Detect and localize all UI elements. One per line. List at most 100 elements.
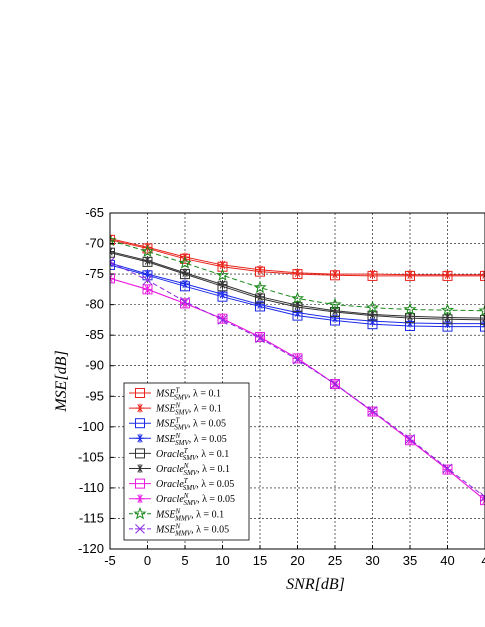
pentagram-marker	[440, 303, 455, 316]
star-marker	[255, 265, 265, 275]
x-marker	[217, 315, 228, 325]
star-marker	[255, 300, 265, 310]
star-marker	[180, 279, 190, 289]
star-marker	[293, 300, 302, 310]
legend-entry: MSEN MMV, λ = 0.1	[129, 506, 224, 522]
x-marker	[405, 434, 415, 444]
star-marker	[135, 403, 145, 413]
series-layer	[110, 233, 485, 506]
x-marker	[292, 354, 303, 365]
star-marker	[135, 464, 145, 473]
star-marker	[443, 270, 452, 280]
star-marker	[143, 284, 152, 294]
y-tick-label: -85	[85, 327, 104, 342]
series-6	[110, 246, 485, 323]
square-marker	[135, 388, 145, 398]
pentagram-marker	[328, 297, 342, 311]
x-tick-label: 5	[181, 553, 188, 568]
y-tick-label: -70	[85, 236, 104, 251]
square-marker	[480, 321, 485, 332]
pentagram-marker	[365, 300, 380, 314]
x-marker	[330, 379, 340, 389]
legend-label: MSEN MMV, λ = 0.05	[155, 522, 229, 537]
x-marker	[255, 333, 265, 344]
series-3	[110, 259, 485, 332]
legend-entry: MSET SMV, λ = 0.1	[129, 387, 221, 402]
star-marker	[218, 260, 227, 270]
y-tick-label: -110	[79, 480, 104, 495]
square-marker	[135, 418, 145, 429]
series-2	[110, 234, 485, 280]
x-tick-label: 10	[215, 553, 229, 568]
legend-label: OracleN SMV, λ = 0.05	[156, 492, 235, 507]
star-marker	[405, 270, 415, 280]
pentagram-marker	[178, 256, 192, 269]
x-marker	[367, 406, 378, 416]
grid	[109, 212, 485, 550]
star-marker	[110, 273, 115, 283]
series-10	[110, 257, 485, 502]
pentagram-marker	[290, 291, 305, 305]
star-marker	[135, 494, 145, 504]
pentagram-marker	[403, 302, 417, 316]
y-tick-label: -65	[85, 205, 104, 220]
legend-entry: OracleN SMV, λ = 0.05	[129, 492, 235, 507]
y-tick-label: -100	[78, 419, 104, 434]
x-tick-label: 15	[253, 553, 267, 568]
star-marker	[143, 269, 152, 279]
star-marker	[143, 256, 152, 266]
series-1	[110, 234, 485, 281]
pentagram-marker	[215, 268, 230, 281]
y-tick-label: -75	[85, 266, 104, 281]
series-9	[110, 233, 485, 317]
legend-entry: MSEN SMV, λ = 0.05	[129, 432, 227, 447]
y-tick-label: -115	[79, 510, 104, 525]
pentagram-marker	[133, 506, 147, 520]
x-marker	[480, 492, 485, 502]
legend-label: OracleT SMV, λ = 0.05	[156, 477, 234, 492]
pentagram-marker	[140, 244, 155, 258]
x-tick-label: 25	[328, 553, 342, 568]
square-marker	[135, 448, 145, 459]
y-tick-label: -95	[85, 388, 104, 403]
square-marker	[480, 270, 485, 281]
series-line	[110, 240, 485, 312]
x-tick-label: 35	[403, 553, 417, 568]
x-tick-label: 20	[290, 553, 304, 568]
x-marker	[110, 257, 115, 267]
star-marker	[330, 269, 340, 279]
legend-entry: MSEN SMV, λ = 0.1	[129, 402, 222, 417]
star-marker	[368, 309, 377, 319]
square-marker	[480, 314, 485, 325]
legend-label: MSEN MMV, λ = 0.1	[155, 507, 224, 522]
legend-label: OracleN SMV, λ = 0.1	[156, 462, 230, 477]
star-marker	[135, 433, 145, 443]
star-marker	[480, 313, 485, 323]
x-marker	[180, 296, 190, 307]
x-marker	[135, 524, 145, 534]
star-marker	[180, 268, 190, 278]
legend-label: OracleT SMV, λ = 0.1	[156, 447, 229, 462]
legend-entry: MSEN MMV, λ = 0.05	[129, 522, 229, 537]
x-tick-label: -5	[104, 553, 116, 568]
legend-entry: OracleN SMV, λ = 0.1	[129, 462, 230, 477]
x-tick-label: 0	[144, 553, 151, 568]
legend-label: MSEN SMV, λ = 0.05	[155, 432, 227, 447]
pentagram-marker	[253, 280, 267, 294]
star-marker	[293, 268, 302, 278]
star-marker	[480, 270, 485, 280]
pentagram-marker	[110, 233, 117, 247]
star-marker	[255, 292, 265, 302]
star-marker	[110, 246, 115, 256]
series-4	[110, 258, 485, 329]
star-marker	[443, 312, 452, 322]
legend-entry: OracleT SMV, λ = 0.05	[129, 477, 234, 492]
legend-label: MSEN SMV, λ = 0.1	[155, 402, 222, 417]
y-tick-label: -80	[85, 297, 104, 312]
x-marker	[442, 463, 453, 474]
x-marker	[142, 275, 153, 286]
pentagram-marker	[478, 303, 485, 317]
star-marker	[405, 311, 415, 321]
star-marker	[218, 279, 227, 289]
